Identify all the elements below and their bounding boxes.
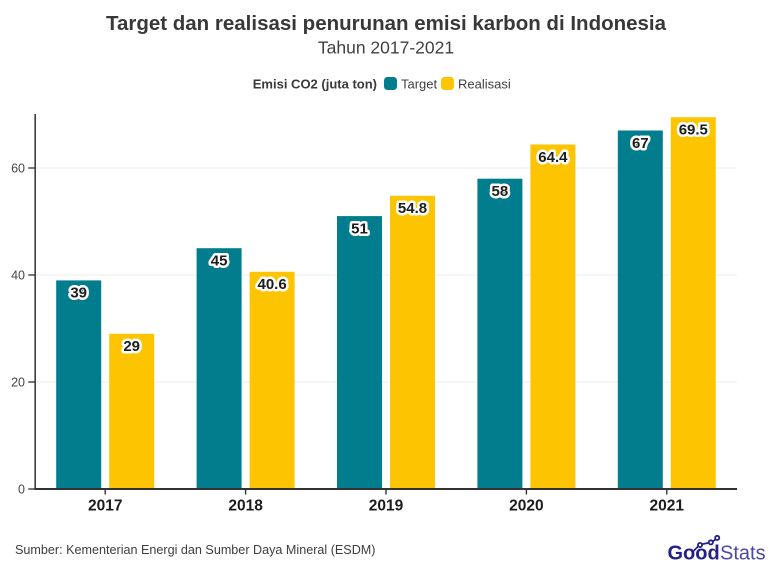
svg-text:Emisi CO2 (juta ton): Emisi CO2 (juta ton) — [253, 77, 377, 92]
svg-text:Sumber: Kementerian Energi dan: Sumber: Kementerian Energi dan Sumber Da… — [15, 543, 375, 557]
svg-text:29: 29 — [123, 338, 140, 355]
svg-text:60: 60 — [11, 161, 25, 175]
svg-text:40: 40 — [11, 268, 25, 282]
svg-text:2018: 2018 — [228, 498, 263, 515]
svg-text:Target: Target — [401, 77, 438, 92]
svg-text:Realisasi: Realisasi — [458, 77, 511, 92]
svg-text:0: 0 — [18, 482, 25, 496]
svg-text:Stats: Stats — [720, 543, 766, 565]
svg-text:40.6: 40.6 — [257, 276, 286, 293]
svg-text:67: 67 — [632, 135, 649, 152]
svg-text:Good: Good — [668, 543, 720, 565]
svg-text:Target dan realisasi penurunan: Target dan realisasi penurunan emisi kar… — [106, 12, 667, 35]
svg-text:2020: 2020 — [509, 498, 543, 515]
svg-text:69.5: 69.5 — [679, 122, 708, 139]
svg-text:64.4: 64.4 — [538, 149, 568, 166]
svg-text:2021: 2021 — [650, 498, 685, 515]
svg-text:54.8: 54.8 — [398, 200, 427, 217]
svg-text:20: 20 — [11, 375, 25, 389]
svg-text:Tahun 2017-2021: Tahun 2017-2021 — [318, 38, 454, 58]
svg-text:45: 45 — [211, 253, 228, 270]
svg-text:2017: 2017 — [88, 498, 122, 515]
svg-text:39: 39 — [70, 285, 87, 302]
svg-text:2019: 2019 — [369, 498, 404, 515]
svg-text:58: 58 — [492, 183, 509, 200]
svg-text:51: 51 — [351, 220, 368, 237]
